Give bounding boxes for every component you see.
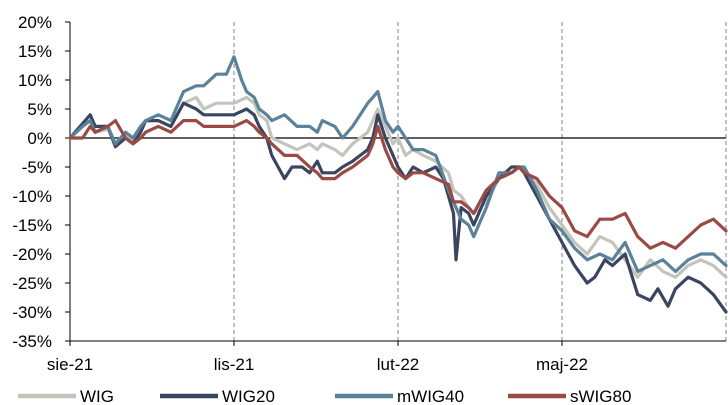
y-tick-label: 5% bbox=[27, 100, 52, 119]
y-tick-label: 0% bbox=[27, 129, 52, 148]
y-tick-label: -20% bbox=[12, 245, 52, 264]
x-tick-label: lut-22 bbox=[377, 355, 420, 374]
y-tick-label: 10% bbox=[18, 71, 52, 90]
grid-layer bbox=[233, 22, 727, 341]
tick-label-layer: 20% 15% 10% 5% 0% -5% -10% -15% -20% -25% -30% -35%… bbox=[12, 13, 588, 374]
y-tick-label: 15% bbox=[18, 42, 52, 61]
legend: WIG WIG20 mWIG40 sWIG80 bbox=[18, 387, 631, 405]
x-tick-label: sie-21 bbox=[47, 355, 93, 374]
legend-label-swig80: sWIG80 bbox=[570, 387, 631, 405]
y-tick-label: -5% bbox=[22, 158, 52, 177]
series-line-swig80 bbox=[68, 119, 728, 250]
y-tick-label: -10% bbox=[12, 187, 52, 206]
y-tick-label: -25% bbox=[12, 274, 52, 293]
series-layer bbox=[68, 55, 728, 314]
y-tick-label: -15% bbox=[12, 216, 52, 235]
y-tick-label: -30% bbox=[12, 303, 52, 322]
series-line-wig20 bbox=[68, 101, 728, 314]
legend-label-wig20: WIG20 bbox=[222, 387, 275, 405]
y-tick-label: -35% bbox=[12, 332, 52, 351]
axis-layer bbox=[65, 21, 726, 346]
y-tick-label: 20% bbox=[18, 13, 52, 32]
series-line-mwig40 bbox=[68, 55, 728, 273]
legend-label-mwig40: mWIG40 bbox=[397, 387, 464, 405]
x-tick-label: lis-21 bbox=[214, 355, 255, 374]
x-tick-label: maj-22 bbox=[536, 355, 588, 374]
legend-label-wig: WIG bbox=[80, 387, 114, 405]
